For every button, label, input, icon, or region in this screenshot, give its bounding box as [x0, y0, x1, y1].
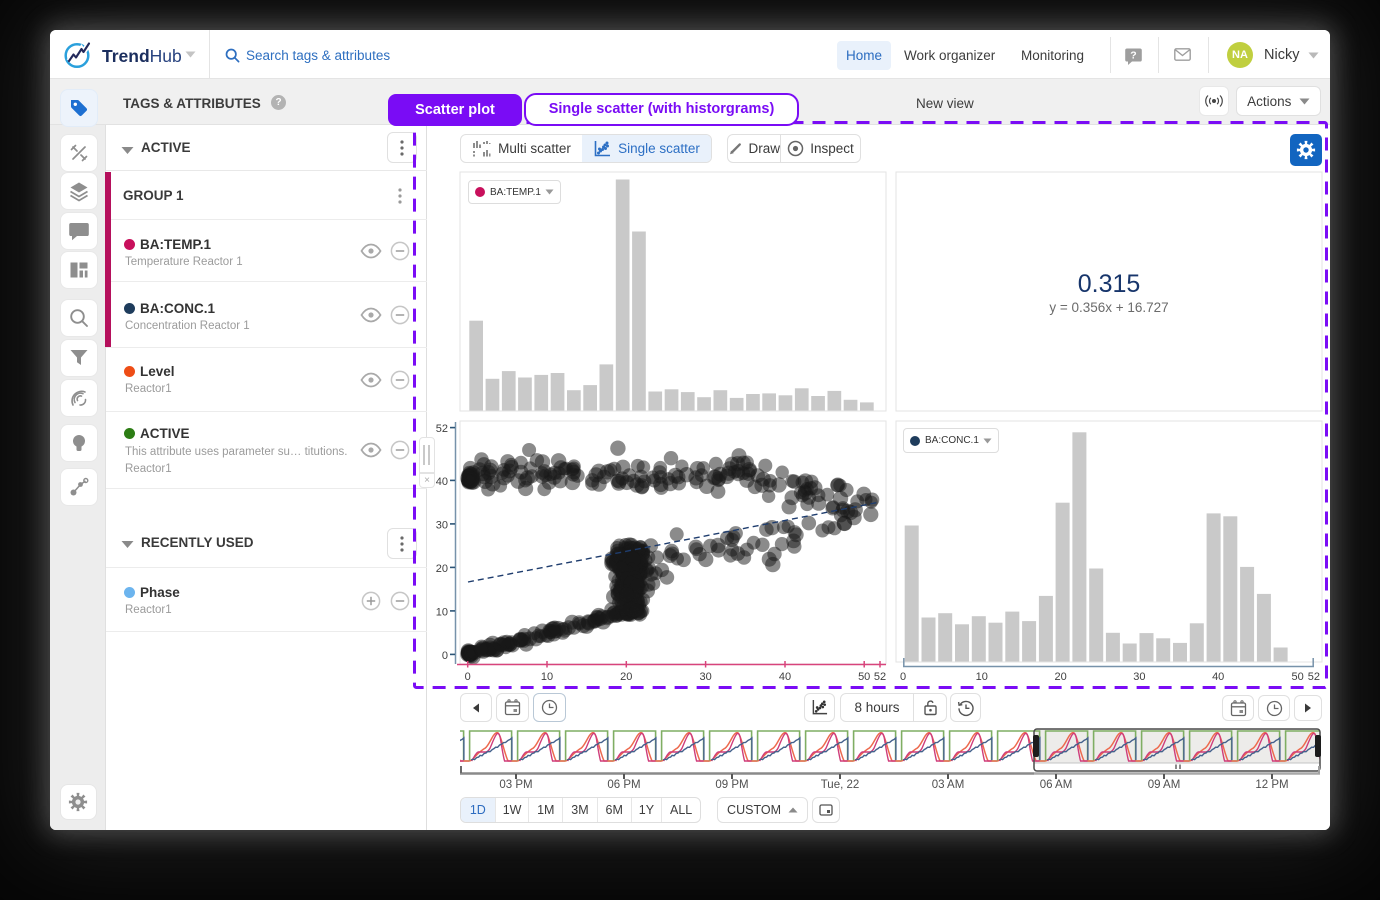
svg-text:20: 20 — [620, 671, 632, 683]
svg-text:03 AM: 03 AM — [932, 779, 965, 791]
svg-text:Tue, 22: Tue, 22 — [821, 779, 860, 791]
svg-text:0: 0 — [442, 650, 448, 662]
svg-text:52: 52 — [874, 671, 886, 683]
svg-text:03 PM: 03 PM — [499, 779, 532, 791]
svg-text:20: 20 — [436, 563, 448, 575]
svg-text:0: 0 — [465, 671, 471, 683]
svg-text:10: 10 — [976, 671, 988, 683]
svg-text:06 AM: 06 AM — [1040, 779, 1073, 791]
svg-text:10: 10 — [541, 671, 553, 683]
svg-text:12 PM: 12 PM — [1255, 779, 1288, 791]
svg-text:20: 20 — [1054, 671, 1066, 683]
svg-text:50: 50 — [858, 671, 870, 683]
svg-text:50: 50 — [1291, 671, 1303, 683]
svg-text:06 PM: 06 PM — [607, 779, 640, 791]
svg-text:09 AM: 09 AM — [1148, 779, 1181, 791]
svg-text:?: ? — [1130, 50, 1136, 62]
svg-text:0: 0 — [900, 671, 906, 683]
svg-text:52: 52 — [436, 423, 448, 435]
svg-text:09 PM: 09 PM — [715, 779, 748, 791]
svg-text:30: 30 — [699, 671, 711, 683]
svg-text:52: 52 — [1308, 671, 1320, 683]
svg-text:40: 40 — [779, 671, 791, 683]
svg-text:40: 40 — [436, 476, 448, 488]
svg-text:10: 10 — [436, 606, 448, 618]
svg-text:40: 40 — [1212, 671, 1224, 683]
svg-text:30: 30 — [436, 519, 448, 531]
svg-text:30: 30 — [1133, 671, 1145, 683]
